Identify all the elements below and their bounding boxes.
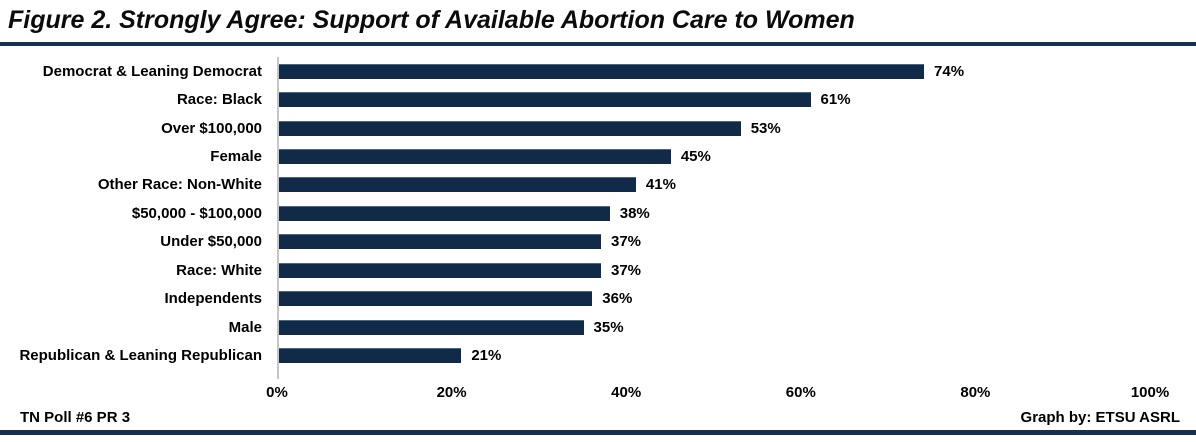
x-axis-tick-label: 100% — [1130, 384, 1170, 401]
bar — [278, 234, 601, 250]
bar — [278, 149, 671, 165]
category-label: Republican & Leaning Republican — [19, 347, 262, 365]
bar-row: Race: Black 61% — [0, 85, 1196, 113]
bar — [278, 205, 610, 221]
bar-row: Under $50,000 37% — [0, 228, 1196, 256]
bar-track: 21% — [262, 341, 1196, 369]
category-label: Female — [210, 148, 262, 166]
bar-track: 45% — [262, 142, 1196, 170]
bar-row: Other Race: Non-White 41% — [0, 171, 1196, 199]
category-label: $50,000 - $100,000 — [131, 204, 262, 222]
bar — [278, 177, 636, 193]
bar-row: Race: White 37% — [0, 256, 1196, 284]
value-label: 36% — [602, 290, 633, 308]
bar-row: Independents 36% — [0, 285, 1196, 313]
value-label: 38% — [619, 204, 650, 222]
category-label: Race: Black — [176, 91, 262, 109]
bar-track: 53% — [262, 114, 1196, 142]
value-label: 61% — [820, 91, 851, 109]
bar-row: Republican & Leaning Republican 21% — [0, 341, 1196, 369]
footer-credit-label: Graph by: ETSU ASRL — [1020, 409, 1180, 426]
bar-row: Female 45% — [0, 142, 1196, 170]
title-divider-line — [0, 42, 1196, 46]
x-axis-tick-label: 40% — [611, 384, 642, 401]
value-label: 21% — [471, 347, 502, 365]
bar — [278, 92, 811, 108]
value-label: 74% — [934, 62, 965, 80]
value-label: 37% — [611, 261, 642, 279]
bar — [278, 262, 601, 278]
category-label: Democrat & Leaning Democrat — [42, 62, 262, 80]
category-label: Other Race: Non-White — [97, 176, 262, 194]
bar — [278, 348, 462, 364]
bar-track: 36% — [262, 285, 1196, 313]
bar-row: Male 35% — [0, 313, 1196, 341]
bar — [278, 319, 584, 335]
x-axis-tick-label: 60% — [785, 384, 816, 401]
value-label: 45% — [680, 148, 711, 166]
plot-area: Democrat & Leaning Democrat 74% Race: Bl… — [0, 57, 1196, 370]
bar-track: 37% — [262, 228, 1196, 256]
bar-track: 38% — [262, 199, 1196, 227]
value-label: 53% — [750, 119, 781, 137]
bar-row: Over $100,000 53% — [0, 114, 1196, 142]
bar-row: $50,000 - $100,000 38% — [0, 199, 1196, 227]
footer-source-label: TN Poll #6 PR 3 — [20, 409, 131, 426]
value-label: 41% — [645, 176, 676, 194]
bar-track: 37% — [262, 256, 1196, 284]
bar-row: Democrat & Leaning Democrat 74% — [0, 57, 1196, 85]
category-label: Male — [228, 318, 262, 336]
bar — [278, 291, 593, 307]
bar-track: 74% — [262, 57, 1196, 85]
value-label: 35% — [593, 318, 624, 336]
bar-track: 61% — [262, 85, 1196, 113]
bar-track: 41% — [262, 171, 1196, 199]
category-label: Race: White — [176, 261, 262, 279]
chart-title: Figure 2. Strongly Agree: Support of Ava… — [8, 6, 855, 34]
bar-track: 35% — [262, 313, 1196, 341]
category-label: Independents — [164, 290, 262, 308]
bar — [278, 63, 925, 79]
bottom-divider-line — [0, 430, 1196, 435]
y-axis-line — [277, 57, 279, 379]
category-label: Under $50,000 — [160, 233, 262, 251]
x-axis-tick-label: 0% — [266, 384, 288, 401]
category-label: Over $100,000 — [161, 119, 262, 137]
bar — [278, 120, 741, 136]
value-label: 37% — [611, 233, 642, 251]
x-axis-tick-label: 80% — [960, 384, 991, 401]
x-axis-tick-label: 20% — [436, 384, 467, 401]
